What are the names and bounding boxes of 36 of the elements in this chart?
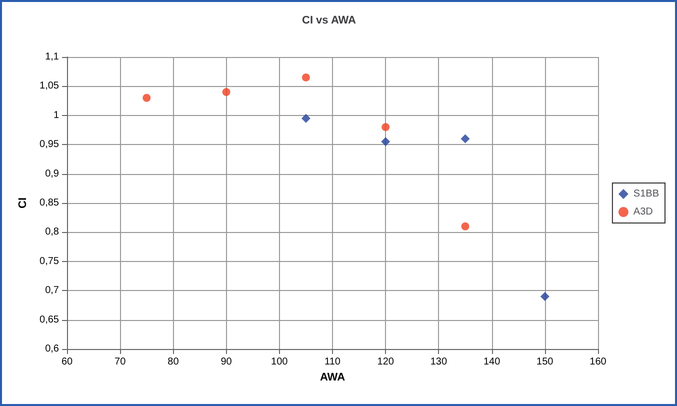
y-tick-label: 1,05 (40, 80, 60, 92)
x-axis-title: AWA (320, 371, 346, 384)
point (142, 94, 151, 102)
y-tick-label: 0,75 (40, 256, 60, 267)
point (381, 137, 390, 146)
legend-label: S1BB (633, 188, 660, 200)
x-tick-label: 150 (536, 356, 554, 368)
y-axis-title: CI (17, 198, 30, 208)
x-tick-label: 80 (168, 356, 180, 368)
point (460, 134, 470, 144)
legend-label: A3D (633, 206, 653, 218)
y-tick-label: 0,85 (40, 198, 60, 208)
y-tick-label: 0,8 (45, 226, 60, 238)
y-tick-label: 0,65 (40, 314, 60, 326)
x-tick-label: 130 (430, 356, 448, 368)
point (382, 123, 390, 132)
x-tick-label: 120 (377, 356, 394, 368)
y-tick-label: 1 (53, 110, 60, 121)
x-tick-label: 110 (324, 356, 341, 368)
x-tick-label: 100 (271, 356, 288, 368)
y-tick-label: 1,1 (45, 52, 60, 62)
x-tick-label: 60 (61, 356, 73, 368)
x-tick-label: 90 (220, 356, 232, 368)
y-tick-label: 0,6 (45, 344, 60, 354)
point (540, 292, 550, 301)
point (301, 114, 310, 123)
point (222, 88, 230, 96)
x-tick-label: 70 (114, 356, 126, 368)
y-tick-label: 0,95 (40, 139, 60, 150)
point (302, 73, 310, 82)
x-tick-label: 140 (483, 356, 501, 368)
point (461, 222, 470, 230)
chart-title: CI vs AWA (302, 14, 356, 26)
x-tick-label: 160 (590, 356, 607, 368)
y-tick-label: 0,9 (45, 168, 60, 180)
y-tick-label: 0,7 (45, 285, 60, 296)
